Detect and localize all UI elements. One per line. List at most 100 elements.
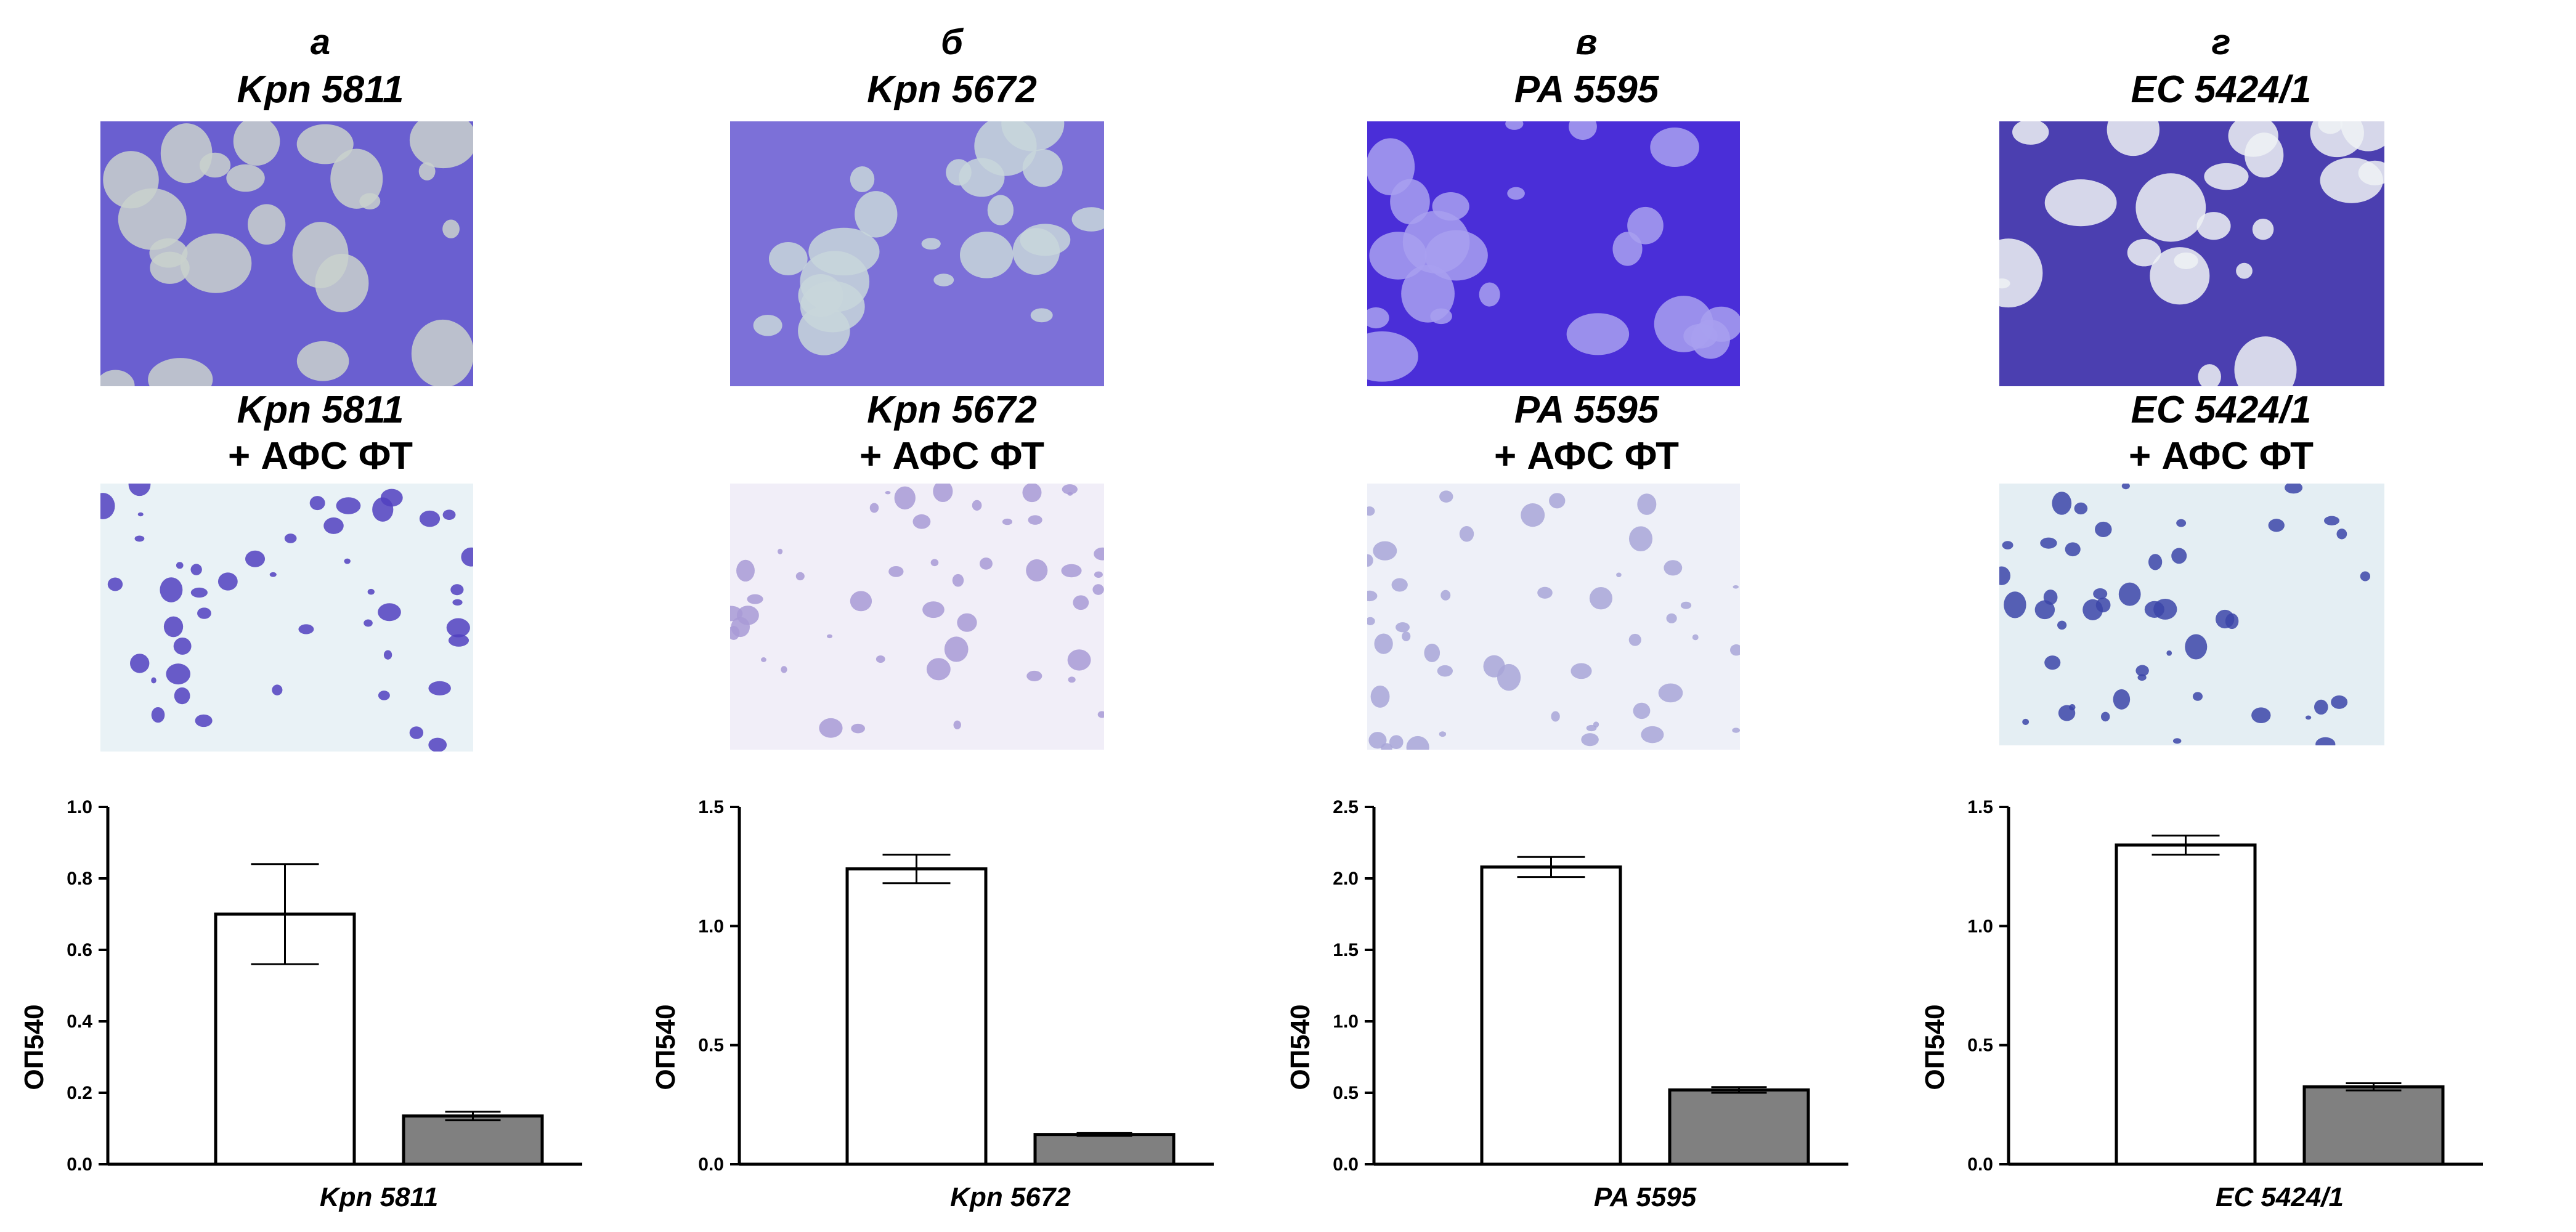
micrograph-blob bbox=[885, 491, 891, 495]
micrograph-blob bbox=[269, 572, 277, 577]
micrograph-blob bbox=[781, 666, 787, 673]
micrograph-blob bbox=[1073, 595, 1089, 610]
micrograph-blob bbox=[160, 577, 183, 602]
micrograph-blob bbox=[1373, 541, 1397, 561]
micrograph-blob bbox=[103, 151, 159, 209]
micrograph-blob bbox=[1569, 121, 1597, 140]
micrograph-blob bbox=[1733, 585, 1739, 589]
micrograph-blob bbox=[2166, 650, 2172, 656]
micrograph-blob bbox=[1367, 506, 1375, 516]
micrograph-blob bbox=[826, 634, 833, 639]
micrograph-blob bbox=[1999, 278, 2010, 289]
panel-strain-title: EC 5424/1 bbox=[2131, 68, 2312, 111]
micrograph-blob bbox=[409, 726, 424, 739]
panel-letter: б bbox=[941, 22, 963, 62]
micrograph-blob bbox=[1367, 307, 1389, 329]
micrograph-blob bbox=[2034, 600, 2055, 620]
micrograph-blob bbox=[2185, 634, 2208, 660]
micrograph-blob bbox=[1396, 622, 1410, 633]
micrograph-blob bbox=[2095, 521, 2112, 537]
micrograph-blob bbox=[876, 655, 885, 663]
micrograph-blob bbox=[448, 634, 469, 647]
micrograph-blob bbox=[180, 233, 252, 293]
micrograph-blob bbox=[1570, 663, 1592, 679]
micrograph-blob bbox=[1549, 493, 1566, 509]
micrograph-blob bbox=[1732, 727, 1740, 733]
micrograph-blob bbox=[922, 601, 945, 618]
micrograph-blob bbox=[1401, 265, 1455, 323]
micrograph-blob bbox=[336, 497, 361, 514]
micrograph-blob bbox=[2118, 582, 2141, 606]
micrograph-blob bbox=[912, 514, 931, 529]
micrograph-blob bbox=[1030, 308, 1053, 323]
micrograph-blob bbox=[1367, 590, 1378, 602]
bar-chart: 0.0 0.5 1.0 1.5 2.0 2.5 ОП540 PA 5595 bbox=[1285, 797, 1848, 1212]
micrograph-blob bbox=[1022, 148, 1063, 187]
micrograph-blob bbox=[753, 314, 782, 336]
panel-strain-label: Kpn 5672 bbox=[867, 389, 1037, 431]
micrograph-blob bbox=[1616, 572, 1622, 578]
micrograph-blob bbox=[378, 691, 390, 700]
panel-b: б Kpn 5672 Kpn 5672 + АФС ФТ 0.0 0.5 1.0 1.… bbox=[632, 0, 1272, 1232]
micrograph-blob bbox=[190, 564, 202, 575]
micrograph-blob bbox=[2314, 699, 2328, 715]
micrograph-blob bbox=[1589, 587, 1612, 610]
micrograph-blob bbox=[1391, 578, 1408, 592]
panel-strain-title: Kpn 5811 bbox=[237, 68, 404, 111]
micrograph-blob bbox=[296, 124, 354, 164]
micrograph-blob bbox=[1551, 711, 1560, 722]
micrograph-blob bbox=[1479, 282, 1500, 307]
micrograph-blob bbox=[1627, 206, 1664, 245]
micrograph-blob bbox=[100, 493, 115, 519]
bar-treated bbox=[1033, 1133, 1176, 1166]
x-axis-label: PA 5595 bbox=[1594, 1182, 1697, 1212]
micrograph-blob bbox=[1666, 613, 1677, 623]
micrograph-blob bbox=[330, 148, 383, 209]
micrograph-blob bbox=[2251, 707, 2271, 723]
micrograph-blob bbox=[1374, 633, 1393, 654]
micrograph-blob bbox=[128, 484, 151, 496]
micrograph-blob bbox=[2324, 516, 2340, 525]
micrograph-blob bbox=[1628, 633, 1641, 646]
y-tick-label: 1.0 bbox=[1333, 1011, 1359, 1032]
panel-strain-title: PA 5595 bbox=[1514, 68, 1659, 111]
micrograph-blob bbox=[1026, 559, 1048, 582]
micrograph-blob bbox=[2215, 609, 2235, 629]
y-tick-label: 1.0 bbox=[67, 797, 92, 817]
micrograph-blob bbox=[1612, 232, 1643, 266]
bar-treated bbox=[1668, 1088, 1810, 1166]
micrograph-blob bbox=[2148, 554, 2163, 570]
micrograph-blob bbox=[851, 723, 865, 734]
micrograph-blob bbox=[1537, 586, 1553, 599]
y-tick-label: 1.5 bbox=[1333, 940, 1359, 960]
micrograph-blob bbox=[894, 486, 916, 510]
bar-untreated bbox=[1480, 865, 1622, 1166]
micrograph-blob bbox=[1367, 554, 1373, 567]
micrograph-blob bbox=[1012, 228, 1060, 275]
micrograph-blob bbox=[2198, 364, 2221, 386]
micrograph-blob bbox=[163, 616, 184, 638]
micrograph-blob bbox=[2093, 588, 2108, 599]
y-tick-label: 0.6 bbox=[67, 940, 92, 960]
micrograph-blob bbox=[819, 718, 843, 738]
micrograph-blob bbox=[2236, 262, 2253, 279]
micrograph-blob bbox=[2121, 484, 2130, 490]
micrograph-untreated bbox=[100, 121, 473, 386]
treatment-label: + АФС ФТ bbox=[1493, 435, 1679, 477]
micrograph-blob bbox=[987, 195, 1014, 225]
panel-strain-label: PA 5595 bbox=[1514, 389, 1659, 431]
treatment-label: + АФС ФТ bbox=[2128, 435, 2314, 477]
y-tick-label: 0.8 bbox=[67, 869, 92, 889]
micrograph-blob bbox=[2065, 542, 2081, 557]
micrograph-blob bbox=[1062, 484, 1078, 495]
micrograph-blob bbox=[1658, 683, 1683, 703]
micrograph-blob bbox=[1700, 306, 1740, 342]
treatment-label: + АФС ФТ bbox=[227, 435, 413, 477]
micrograph-blob bbox=[2340, 121, 2384, 152]
micrograph-blob bbox=[248, 204, 286, 245]
y-tick-label: 0.0 bbox=[698, 1154, 724, 1175]
micrograph-blob bbox=[1637, 493, 1657, 515]
treatment-label: + АФС ФТ bbox=[859, 435, 1044, 477]
micrograph-blob bbox=[2044, 655, 2061, 670]
micrograph-blob bbox=[190, 587, 208, 598]
